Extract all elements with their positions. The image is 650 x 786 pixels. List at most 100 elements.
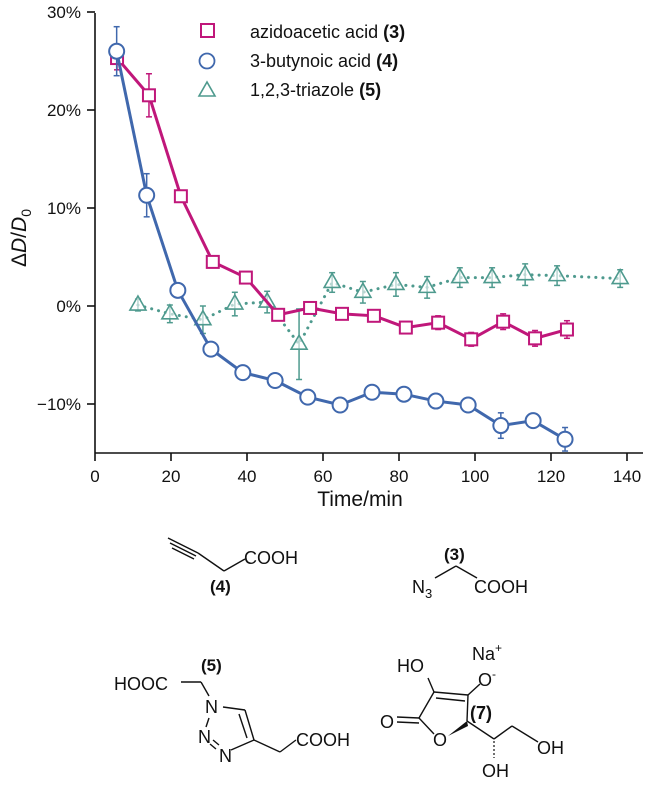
structure-sodium-ascorbate: Na+ HO O- O O (7) OH OH <box>380 641 564 781</box>
n3-label: N <box>219 746 232 766</box>
hooc-label: HOOC <box>114 674 168 694</box>
x-ticks: 0 20 40 60 80 100 120 140 <box>90 453 641 486</box>
data-point-square <box>205 254 220 269</box>
x-tick-label: 140 <box>613 467 641 486</box>
cooh-label: COOH <box>296 730 350 750</box>
o-minus-label: O- <box>478 667 496 690</box>
data-point-circle <box>202 340 220 358</box>
cooh-label: COOH <box>244 548 298 568</box>
data-point-triangle <box>160 303 180 320</box>
y-ticks: −10% 0% 10% 20% 30% <box>37 3 95 414</box>
series-line <box>115 50 566 441</box>
data-point-square <box>141 88 156 103</box>
legend-num: (5) <box>359 80 381 100</box>
legend-item-azidoacetic: azidoacetic acid (3) <box>200 22 405 42</box>
x-tick-label: 100 <box>461 467 489 486</box>
legend-label: 3-butynoic acid <box>250 51 371 71</box>
data-point-square <box>528 331 543 346</box>
data-point-triangle <box>386 273 406 291</box>
data-point-circle <box>524 412 542 430</box>
y-tick-label: −10% <box>37 395 81 414</box>
data-point-triangle <box>193 309 213 326</box>
y-axis-title: ΔD/D0 <box>8 209 34 267</box>
data-point-circle <box>266 371 284 389</box>
data-point-triangle <box>610 267 630 285</box>
data-point-square <box>366 308 381 323</box>
structure-azidoacetic-acid: (3) N3 COOH <box>412 545 528 601</box>
data-point-triangle <box>128 294 148 311</box>
data-point-triangle <box>482 266 502 284</box>
data-point-triangle <box>322 271 342 289</box>
o-carbonyl-label: O <box>380 712 394 732</box>
data-point-circle <box>427 392 445 410</box>
n2-label: N <box>198 727 211 747</box>
data-point-square <box>335 306 349 321</box>
legend-label: 1,2,3-triazole <box>250 80 354 100</box>
data-point-triangle <box>289 333 309 351</box>
data-point-circle <box>363 383 381 401</box>
legend-item-triazole: 1,2,3-triazole (5) <box>197 80 381 100</box>
oh-label: OH <box>537 738 564 758</box>
x-tick-label: 80 <box>390 467 409 486</box>
series-circle <box>108 25 574 452</box>
data-point-triangle <box>353 281 373 299</box>
data-point-triangle <box>225 293 245 310</box>
data-point-triangle <box>515 264 535 281</box>
data-point-circle <box>395 385 413 403</box>
x-tick-label: 40 <box>238 467 257 486</box>
data-point-triangle <box>417 276 437 294</box>
structure-triazole: HOOC (5) N N N COOH <box>114 656 350 766</box>
legend-triangle-marker <box>197 80 217 97</box>
compound-label-3: (3) <box>444 545 465 564</box>
data-point-circle <box>234 364 252 382</box>
n3-label: N3 <box>412 577 432 601</box>
legend-label: azidoacetic acid <box>250 22 378 42</box>
data-point-circle <box>299 388 317 406</box>
compound-label-7: (7) <box>470 703 492 723</box>
y-tick-label: 0% <box>56 297 81 316</box>
oh-label: OH <box>482 761 509 781</box>
compound-label-4: (4) <box>210 577 231 596</box>
data-point-square <box>398 320 413 335</box>
data-point-circle <box>556 430 574 448</box>
svg-text:3-butynoic acid (4): 3-butynoic acid (4) <box>250 51 398 71</box>
data-point-square <box>496 314 511 329</box>
legend-num: (4) <box>376 51 398 71</box>
data-point-square <box>559 322 574 337</box>
data-point-square <box>303 300 318 315</box>
legend-item-butynoic: 3-butynoic acid (4) <box>198 51 398 71</box>
data-point-triangle <box>450 266 470 284</box>
data-point-square <box>431 315 446 330</box>
na-label: Na+ <box>472 641 502 664</box>
x-tick-label: 120 <box>537 467 565 486</box>
cooh-label: COOH <box>474 577 528 597</box>
plot-area <box>108 25 630 452</box>
structure-butynoic-acid: COOH (4) <box>167 537 298 596</box>
x-tick-label: 60 <box>314 467 333 486</box>
data-point-circle <box>138 186 156 204</box>
data-point-circle <box>331 396 349 414</box>
data-point-square <box>173 189 188 204</box>
y-tick-label: 30% <box>47 3 81 22</box>
o-ring-label: O <box>433 730 447 750</box>
x-axis-title: Time/min <box>317 488 403 511</box>
x-tick-label: 20 <box>162 467 181 486</box>
data-point-circle <box>169 281 187 299</box>
y-tick-label: 10% <box>47 199 81 218</box>
x-tick-label: 0 <box>90 467 99 486</box>
data-point-circle <box>492 417 510 435</box>
y-tick-label: 20% <box>47 101 81 120</box>
data-point-triangle <box>547 265 567 282</box>
legend-square-marker <box>200 23 215 38</box>
data-point-circle <box>108 42 126 60</box>
compound-label-5: (5) <box>201 656 222 675</box>
data-point-square <box>271 307 286 322</box>
data-point-square <box>238 270 253 285</box>
legend-num: (3) <box>383 22 405 42</box>
legend-circle-marker <box>198 52 216 70</box>
svg-text:azidoacetic acid (3): azidoacetic acid (3) <box>250 22 405 42</box>
ho-label: HO <box>397 656 424 676</box>
data-point-square <box>464 332 479 347</box>
n1-label: N <box>205 697 218 717</box>
